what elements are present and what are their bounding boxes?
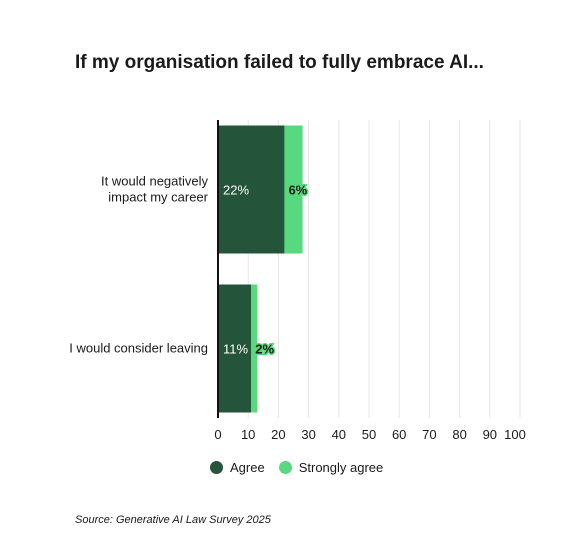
- legend-swatch-agree: [210, 461, 223, 474]
- legend-label-strongly-agree: Strongly agree: [298, 460, 384, 475]
- bar-strongly-agree-2: [251, 284, 258, 413]
- data-label-strongly-agree-2: 2%: [255, 342, 274, 357]
- x-tick-label-100: 100: [504, 427, 526, 442]
- x-tick-label-90: 90: [483, 427, 497, 442]
- x-tick-label-50: 50: [362, 427, 376, 442]
- x-tick-label-30: 30: [301, 427, 315, 442]
- x-tick-label-40: 40: [332, 427, 346, 442]
- x-tick-label-10: 10: [241, 427, 255, 442]
- x-tick-label-20: 20: [271, 427, 285, 442]
- data-label-agree-1: 22%: [223, 183, 249, 198]
- bar-agree-2: [218, 284, 252, 413]
- bar-agree-1: [218, 125, 285, 254]
- category-label-1: It would negatively impact my career: [101, 174, 209, 205]
- chart-title: If my organisation failed to fully embra…: [75, 52, 484, 73]
- legend-label-agree: Agree: [230, 460, 265, 475]
- x-tick-label-70: 70: [422, 427, 436, 442]
- x-tick-label-60: 60: [392, 427, 406, 442]
- legend-item-agree: Agree: [210, 460, 265, 475]
- legend-swatch-strongly-agree: [278, 461, 292, 474]
- category-label-2: I would consider leaving: [69, 341, 208, 356]
- x-tick-label-80: 80: [452, 427, 466, 442]
- legend: Agree Strongly agree: [210, 460, 397, 475]
- data-label-agree-2: 11%: [223, 342, 248, 357]
- x-tick-label-0: 0: [214, 427, 221, 442]
- source-note: Source: Generative AI Law Survey 2025: [75, 514, 271, 526]
- bar-strongly-agree-1: [284, 125, 303, 254]
- legend-item-strongly-agree: Strongly agree: [278, 460, 384, 475]
- data-label-strongly-agree-1: 6%: [288, 183, 307, 198]
